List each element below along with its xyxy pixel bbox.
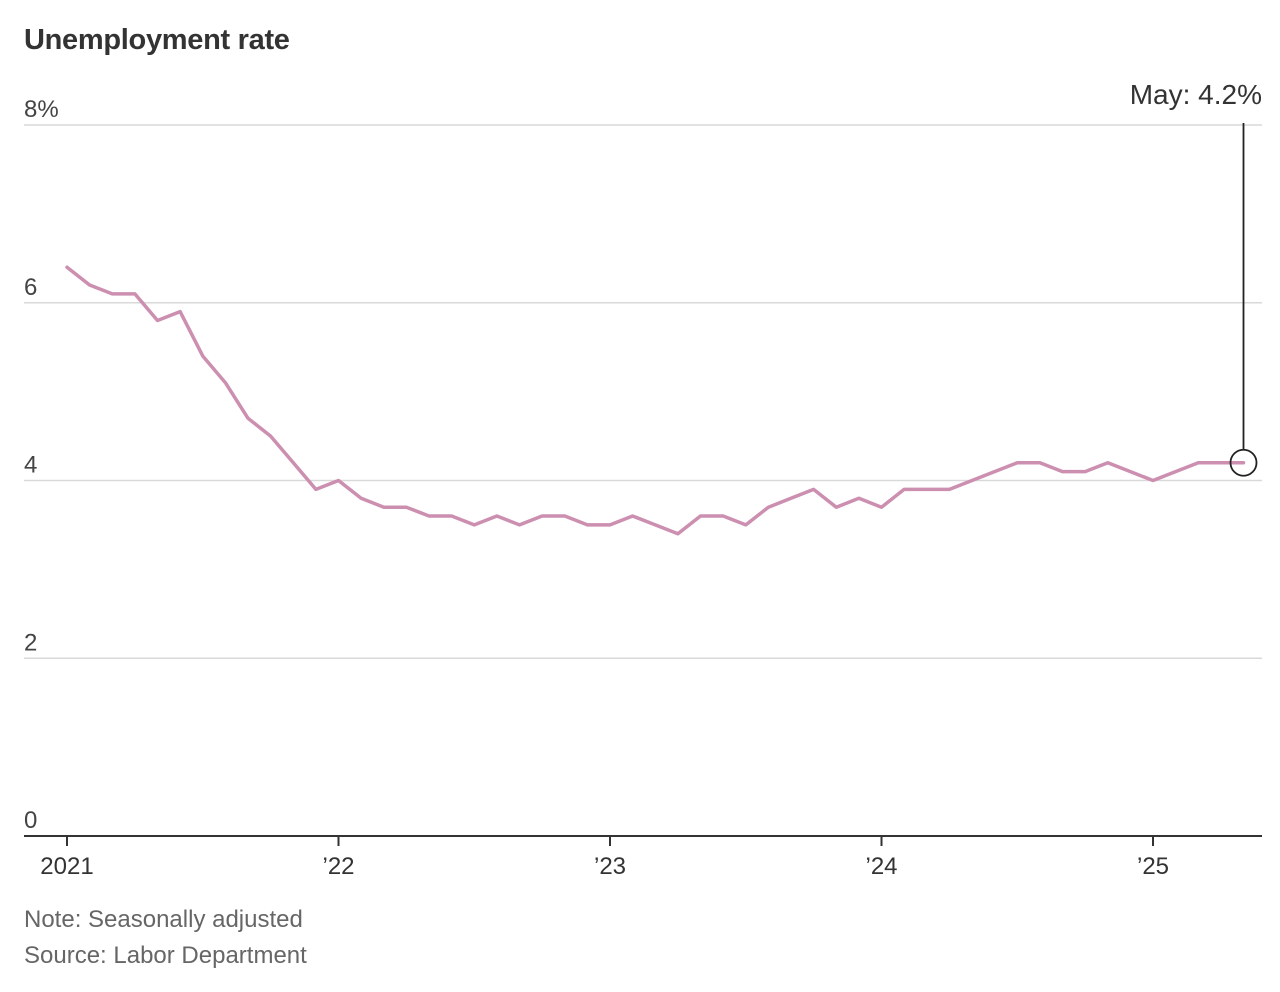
x-axis: 2021 ’22 ’23 ’24 ’25: [24, 835, 1262, 880]
x-tick-label: ’22: [322, 853, 354, 880]
x-tick-label: ’25: [1137, 853, 1169, 880]
line-chart: 8% 6 4 2 0 2021 ’22 ’23 ’24 ’25 May: 4.2%: [24, 79, 1262, 880]
callout-marker: [1229, 448, 1258, 477]
y-tick-label: 6: [24, 274, 37, 301]
y-tick-label: 4: [24, 452, 37, 479]
y-tick-label: 0: [24, 807, 37, 834]
callout-annotation: May: 4.2%: [1130, 79, 1262, 477]
gridlines: [24, 124, 1262, 659]
y-tick-label: 8%: [24, 96, 59, 123]
series-line: [65, 265, 1246, 536]
y-axis-ticks: 8% 6 4 2 0: [24, 96, 59, 834]
chart-note: Note: Seasonally adjusted: [24, 906, 303, 933]
y-tick-label: 2: [24, 629, 37, 656]
chart-title: Unemployment rate: [24, 24, 290, 56]
chart-source: Source: Labor Department: [24, 942, 307, 969]
x-tick-label: 2021: [40, 853, 93, 880]
x-tick-label: ’24: [865, 853, 897, 880]
callout-label: May: 4.2%: [1130, 79, 1262, 110]
series-unemployment: [65, 265, 1246, 536]
x-tick-label: ’23: [594, 853, 626, 880]
